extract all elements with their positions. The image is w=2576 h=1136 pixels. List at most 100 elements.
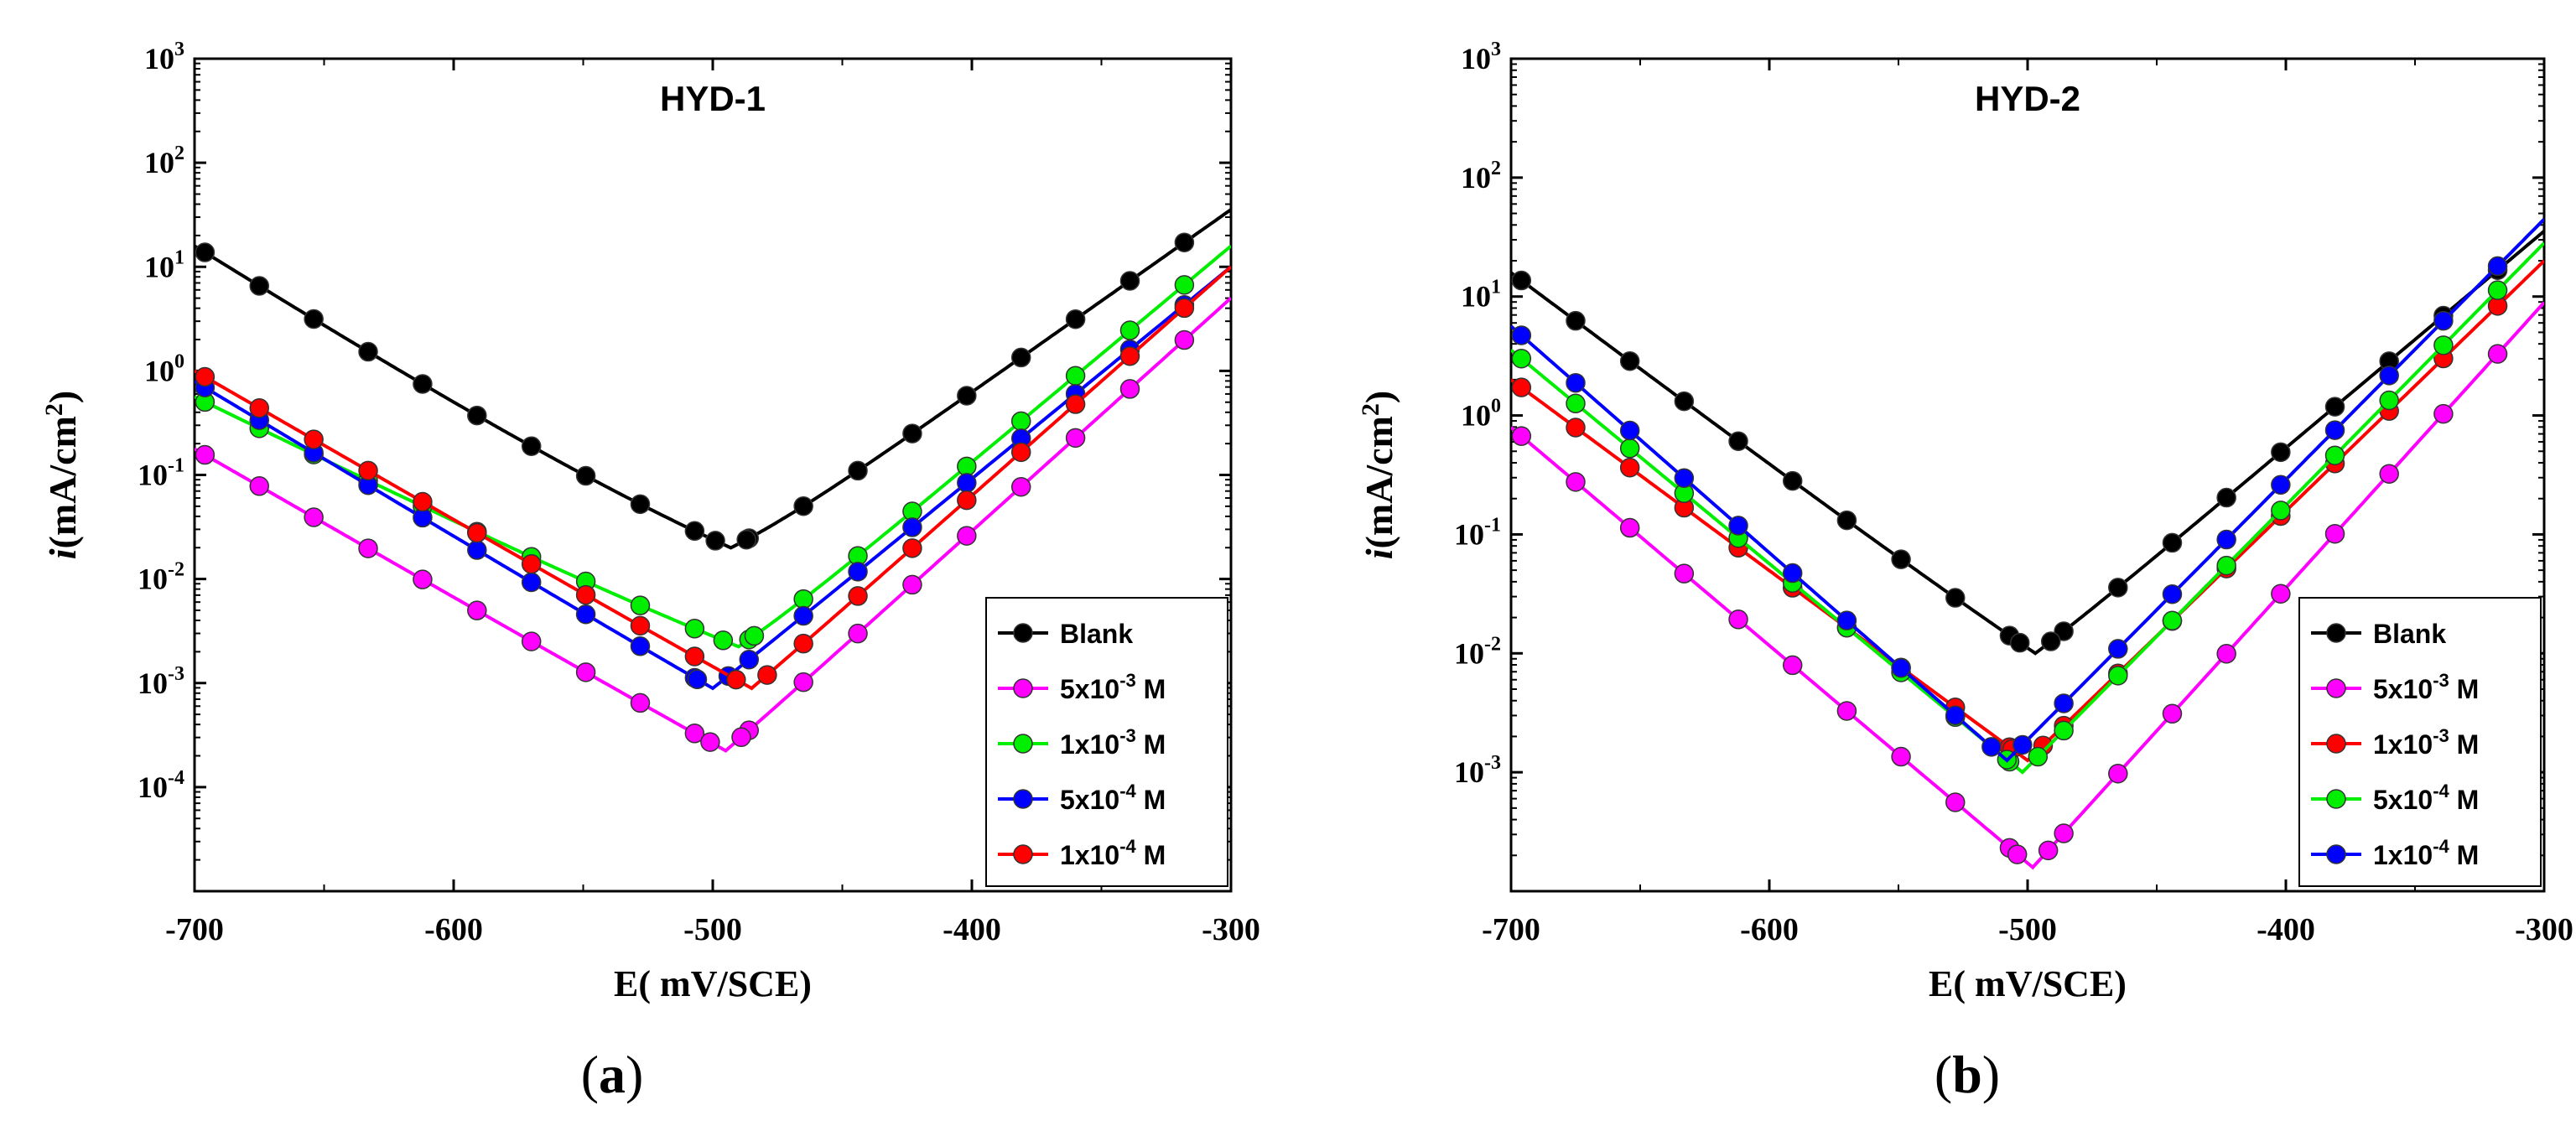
series-2 (195, 297, 1231, 753)
series-line (1511, 230, 2544, 656)
legend-marker (1013, 844, 1033, 864)
legend-label: Blank (1060, 619, 1133, 649)
series-point (2271, 584, 2291, 604)
series-point (630, 494, 651, 515)
series-point (2162, 610, 2183, 631)
y-tick-label: 103 (1461, 39, 1501, 75)
series-point (521, 572, 542, 593)
series-2 (1511, 301, 2544, 870)
series-point (848, 623, 868, 644)
series-point (848, 460, 868, 481)
x-tick-label: -700 (165, 912, 224, 947)
series-point (1619, 458, 1640, 478)
series-point (1174, 329, 1195, 350)
series-point (2216, 487, 2236, 508)
series-point (575, 584, 596, 605)
series-point (413, 374, 433, 394)
series-point (1065, 394, 1086, 414)
y-tick-label: 10-1 (1454, 514, 1501, 551)
legend-label: 5x10-4 M (2373, 781, 2479, 815)
series-point (1891, 746, 1911, 767)
series-point (521, 631, 542, 651)
x-tick-label: -400 (943, 912, 1001, 947)
series-point (2433, 403, 2454, 424)
series-point (1511, 270, 1532, 291)
x-tick-label: -600 (1740, 912, 1799, 947)
series-point (1782, 655, 1803, 676)
series-point (195, 444, 216, 465)
series-point (902, 538, 922, 558)
series-point (957, 456, 977, 477)
series-point (1945, 588, 1966, 608)
series-point (957, 473, 977, 493)
series-point (744, 625, 765, 646)
series-point (684, 619, 705, 639)
series-point (2054, 693, 2074, 713)
series-point (687, 669, 708, 690)
series-point (1065, 309, 1086, 329)
x-axis-title: E( mV/SCE) (1929, 963, 2127, 1004)
series-point (684, 724, 705, 744)
series-point (902, 517, 922, 537)
legend-marker (1013, 789, 1033, 809)
legend-marker (2326, 734, 2346, 754)
y-tick-label: 103 (144, 39, 184, 75)
y-tick-label: 102 (1461, 158, 1501, 195)
series-point (1836, 701, 1857, 721)
series-point (731, 727, 751, 748)
chart-panel-a: -700 -600 -500 -400 -300 10-4 10-3 10-2 10-1 100 1… (40, 39, 1260, 1004)
series-point (848, 586, 868, 606)
y-tick-label: 10-4 (138, 767, 184, 804)
series-point (957, 386, 977, 406)
series-point (1782, 470, 1803, 491)
series-point (1619, 420, 1640, 441)
series-point (1010, 347, 1031, 368)
series-point (521, 436, 542, 456)
series-point (195, 242, 216, 262)
series-point (726, 669, 746, 690)
caption-a: (a) (580, 1045, 644, 1104)
series-point (1010, 442, 1031, 463)
y-tick-label: 101 (1461, 277, 1501, 314)
series-point (467, 600, 487, 620)
series-point (575, 604, 596, 625)
series-point (1119, 345, 1140, 366)
series-point (304, 309, 324, 329)
series-point (1891, 657, 1911, 678)
series-point (1566, 472, 1586, 492)
series-point (304, 429, 324, 449)
series-point (1010, 411, 1031, 432)
series-point (1010, 476, 1031, 497)
series-point (2324, 397, 2345, 417)
series-point (1674, 468, 1695, 488)
series-point (1511, 325, 1532, 345)
series-point (249, 276, 269, 296)
legend-marker (2326, 789, 2346, 809)
series-point (2108, 578, 2128, 598)
series-point (2010, 632, 2030, 653)
series-point (2054, 621, 2074, 641)
series-point (1728, 516, 1748, 536)
series-point (2012, 734, 2033, 755)
series-point (195, 366, 216, 387)
series-1 (1511, 230, 2544, 656)
series-point (1782, 563, 1803, 584)
plot-area (195, 208, 1231, 753)
legend-marker (2326, 844, 2346, 864)
series-point (1119, 320, 1140, 340)
series-point (2271, 501, 2291, 521)
series-1 (195, 208, 1231, 551)
series-point (793, 605, 813, 626)
series-point (1174, 298, 1195, 319)
series-point (684, 521, 705, 542)
legend-label: 5x10-4 M (1060, 781, 1166, 815)
series-point (358, 341, 378, 362)
series-point (413, 569, 433, 589)
series-point (521, 553, 542, 574)
legend-label: 5x10-3 M (1060, 670, 1166, 704)
legend-label: 1x10-4 M (2373, 836, 2479, 870)
series-5 (1511, 218, 2544, 763)
series-point (2054, 720, 2074, 741)
series-point (2379, 366, 2399, 386)
series-point (1174, 275, 1195, 295)
